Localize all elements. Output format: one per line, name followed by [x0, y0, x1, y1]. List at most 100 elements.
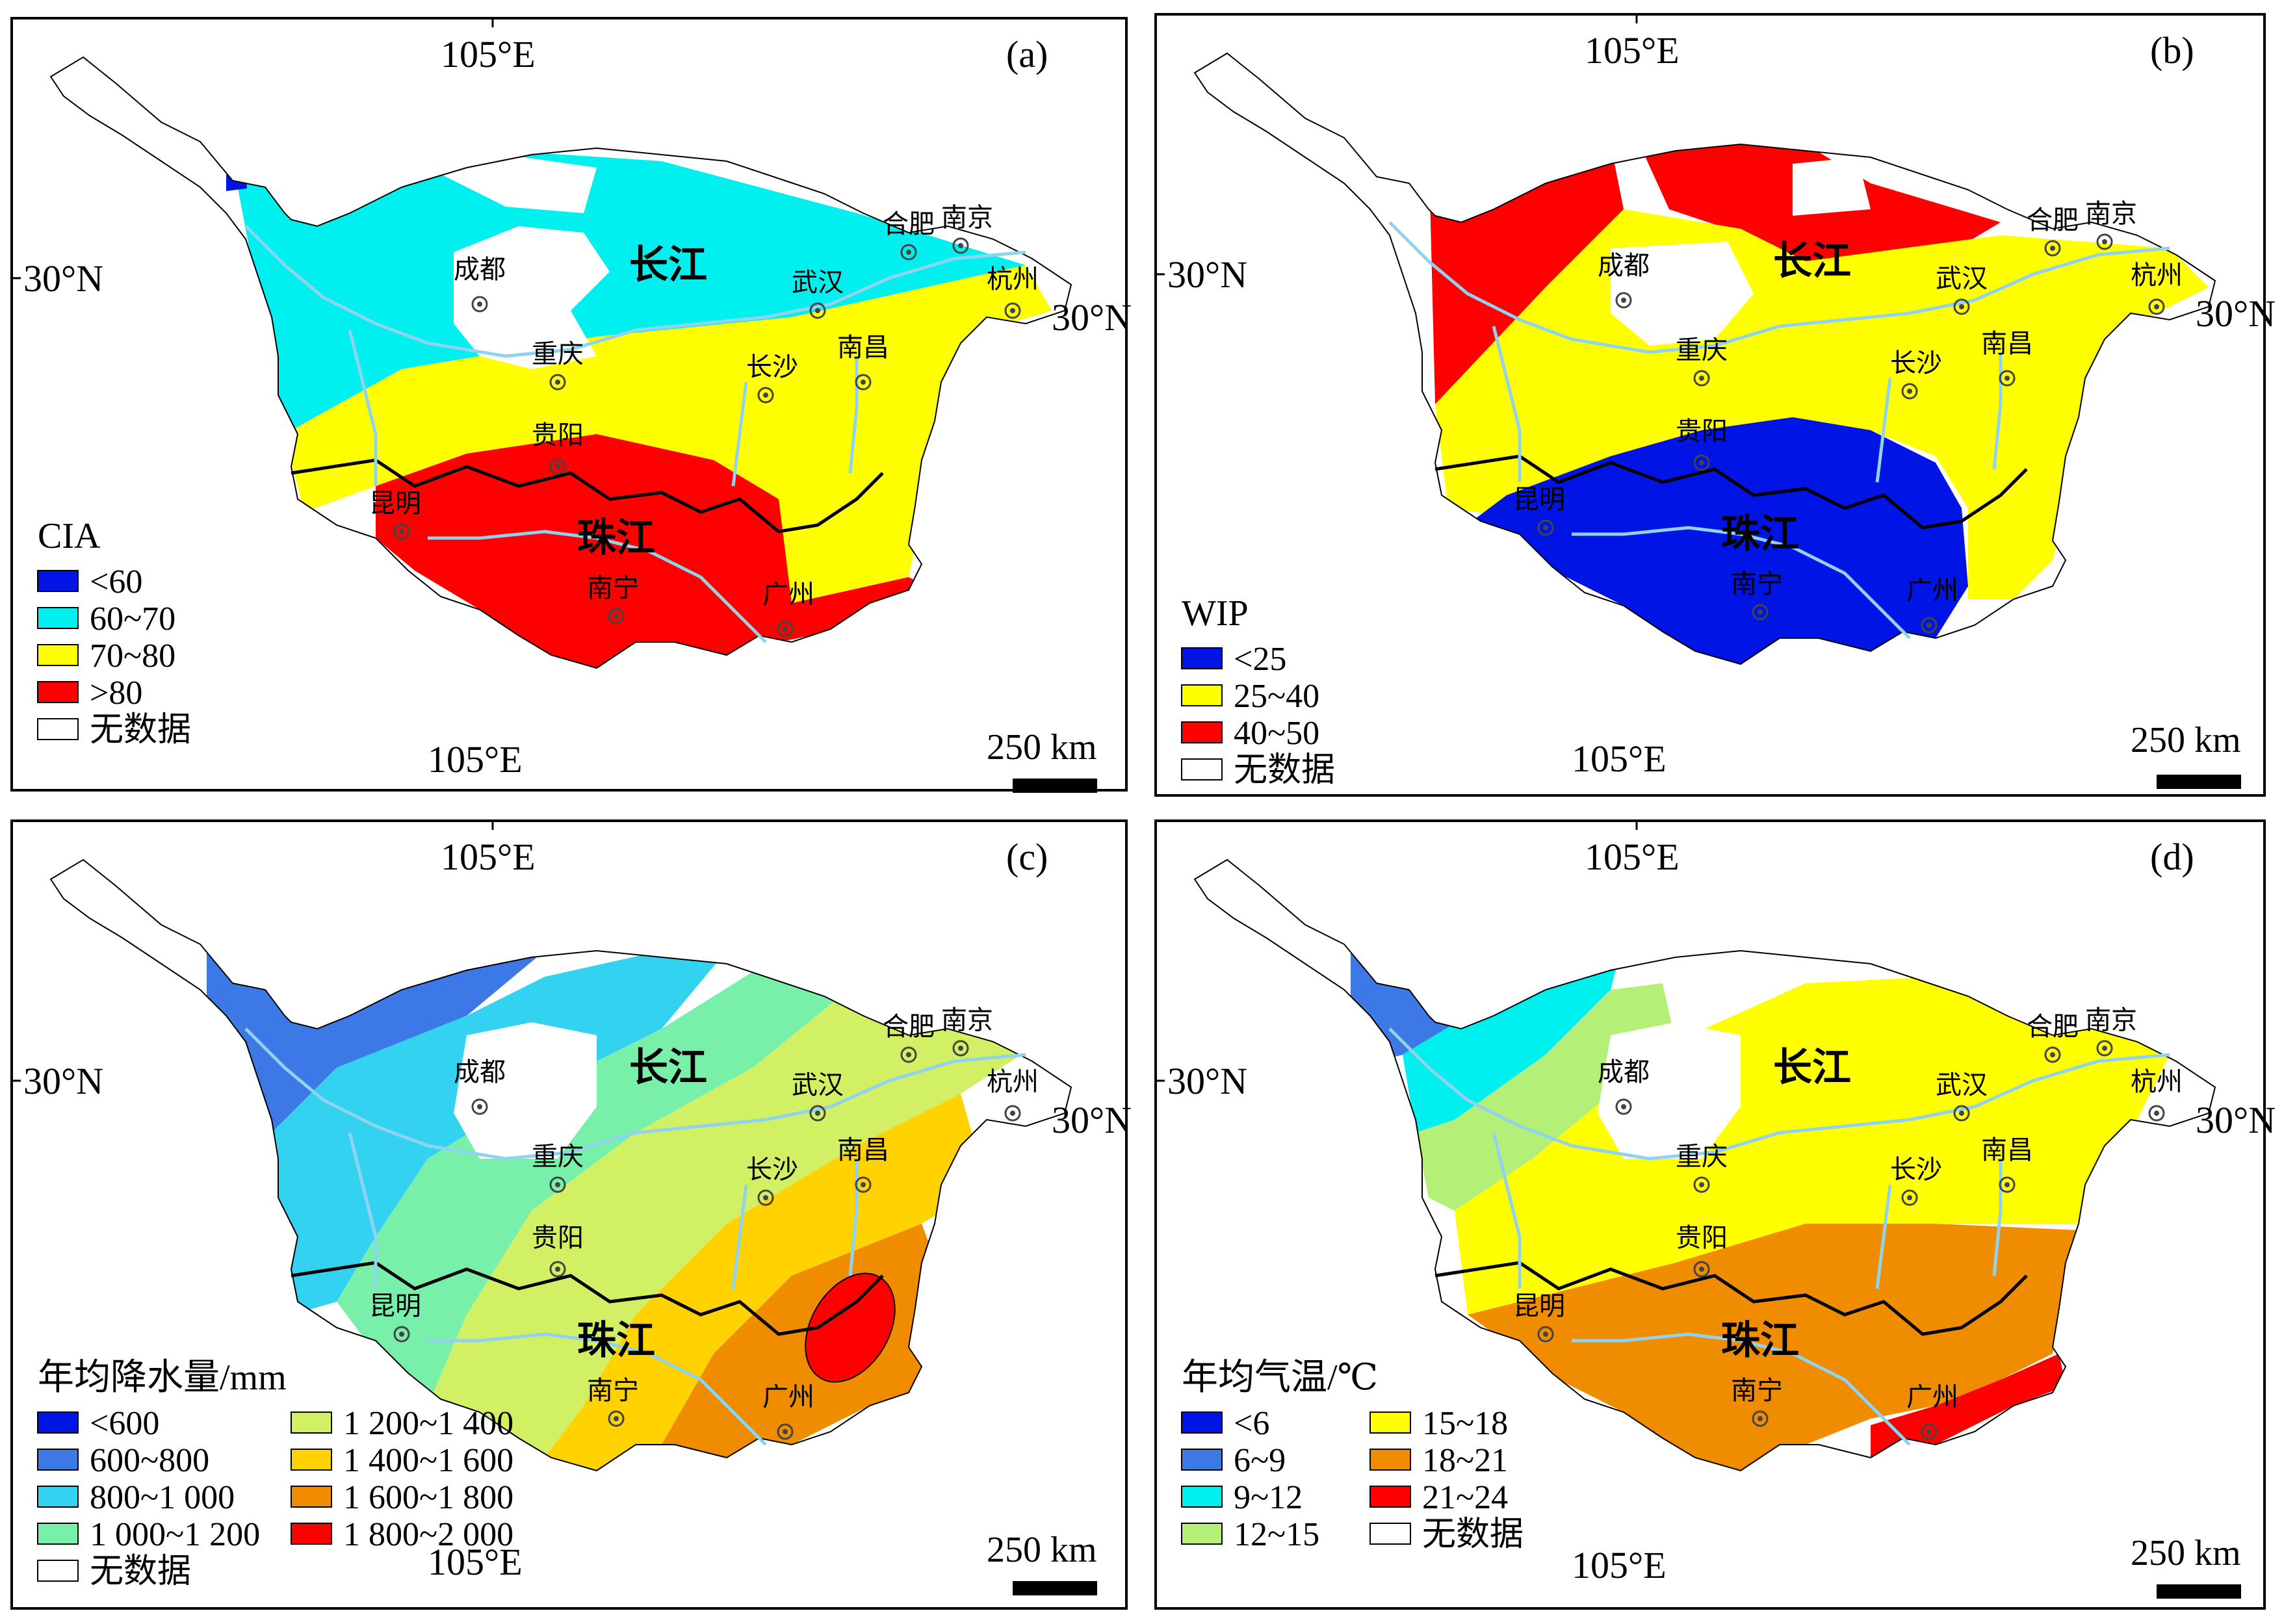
city-marker-dot [614, 613, 619, 619]
city-marker [2044, 1046, 2061, 1063]
lat-label-right: 30°N [1052, 1099, 1132, 1141]
city-label: 南昌 [1981, 329, 2033, 358]
lat-label-right: 30°N [2196, 1099, 2276, 1141]
legend-swatch [37, 1486, 79, 1508]
legend-label: 1 200~1 400 [343, 1405, 513, 1442]
city-label: 合肥 [883, 209, 935, 238]
city-marker-dot [1927, 1429, 1932, 1434]
city-marker [549, 1176, 566, 1193]
city-marker-dot [614, 1416, 619, 1421]
city-marker-dot [1907, 389, 1912, 394]
city-marker-dot [2102, 1046, 2107, 1051]
legend-swatch [1181, 1411, 1223, 1434]
scale-bar [1013, 1581, 1097, 1595]
legend-swatch [291, 1411, 332, 1434]
city-label: 南京 [941, 1005, 993, 1035]
scale-bar [2157, 775, 2241, 789]
legend-label: 1 600~1 800 [343, 1479, 513, 1516]
city-marker [1901, 383, 1918, 400]
panel-tag: (c) [1006, 836, 1048, 878]
legend-label: 6~9 [1234, 1442, 1286, 1479]
city-label: 南京 [2085, 1005, 2137, 1035]
legend-label: 无数据 [1422, 1516, 1524, 1553]
city-marker-dot [477, 1104, 482, 1109]
scale-label: 250 km [987, 727, 1097, 767]
city-marker [2148, 298, 2165, 315]
river-name-zhujiang: 珠江 [1721, 513, 1799, 556]
city-marker [1693, 1176, 1710, 1193]
scale-label: 250 km [2131, 1533, 2241, 1573]
city-marker-dot [2050, 1052, 2055, 1057]
lat-label-left: 30°N [23, 1060, 103, 1102]
city-marker [809, 302, 826, 319]
city-label: 重庆 [1676, 1142, 1728, 1171]
city-marker [549, 458, 566, 475]
city-label: 昆明 [369, 489, 421, 518]
city-marker-dot [1543, 1332, 1548, 1337]
legend-label: 1 800~2 000 [343, 1516, 513, 1553]
city-marker [2096, 233, 2113, 250]
city-marker [900, 244, 917, 261]
legend-label: <600 [90, 1405, 159, 1442]
legend-swatch [37, 681, 79, 703]
city-label: 昆明 [369, 1291, 421, 1321]
city-label: 广州 [762, 580, 814, 609]
city-marker [1693, 1261, 1710, 1278]
city-marker [855, 1176, 872, 1193]
legend-swatch [37, 570, 79, 592]
legend-swatch [291, 1486, 332, 1508]
city-marker [1999, 1176, 2016, 1193]
scale-bar [1013, 779, 1097, 793]
legend-swatch [37, 1560, 79, 1582]
panel-tag: (a) [1006, 33, 1048, 75]
legend-swatch [1369, 1486, 1411, 1508]
legend-title: WIP [1182, 593, 1249, 634]
legend-swatch [1181, 684, 1223, 706]
legend-label: 15~18 [1422, 1405, 1508, 1442]
legend-title: 年均降水量/mm [38, 1358, 287, 1398]
legend-swatch [37, 607, 79, 629]
legend-swatch [1181, 647, 1223, 669]
city-label: 贵阳 [1676, 417, 1728, 446]
legend-label: 21~24 [1422, 1479, 1508, 1516]
panel-d [1154, 819, 2266, 1610]
city-marker [1921, 617, 1938, 634]
city-marker-dot [399, 529, 404, 534]
city-marker-dot [2005, 376, 2010, 381]
legend-label: <60 [90, 563, 142, 600]
city-label: 长沙 [746, 352, 798, 381]
city-label: 南宁 [587, 1376, 639, 1405]
legend-label: 800~1 000 [90, 1479, 235, 1516]
city-marker [1953, 298, 1970, 315]
city-label: 杭州 [2131, 1067, 2183, 1096]
scale-label: 250 km [987, 1530, 1097, 1570]
legend-swatch [37, 718, 79, 740]
city-marker-dot [815, 308, 820, 313]
river-name-zhujiang: 珠江 [577, 1319, 655, 1362]
legend-label: 12~15 [1234, 1516, 1319, 1553]
city-label: 长沙 [746, 1155, 798, 1184]
city-marker-dot [1758, 1416, 1763, 1421]
city-marker [1615, 292, 1632, 309]
city-label: 昆明 [1513, 485, 1565, 514]
city-label: 合肥 [883, 1012, 935, 1041]
city-label: 贵阳 [532, 420, 584, 450]
lon-label-top: 105°E [441, 33, 536, 75]
legend-title: CIA [38, 516, 101, 556]
city-label: 广州 [1906, 1382, 1958, 1411]
city-marker [608, 608, 625, 625]
city-marker [1693, 370, 1710, 387]
city-label: 南昌 [837, 1135, 889, 1165]
city-label: 重庆 [532, 339, 584, 368]
city-label: 长沙 [1890, 1155, 1942, 1184]
city-label: 广州 [762, 1382, 814, 1411]
legend-swatch [1181, 1523, 1223, 1545]
city-marker-dot [815, 1111, 820, 1116]
city-marker-dot [555, 464, 560, 469]
city-marker [1901, 1189, 1918, 1206]
city-marker [757, 387, 774, 404]
city-marker [855, 374, 872, 391]
city-label: 杭州 [987, 264, 1039, 294]
city-label: 杭州 [2131, 261, 2183, 290]
